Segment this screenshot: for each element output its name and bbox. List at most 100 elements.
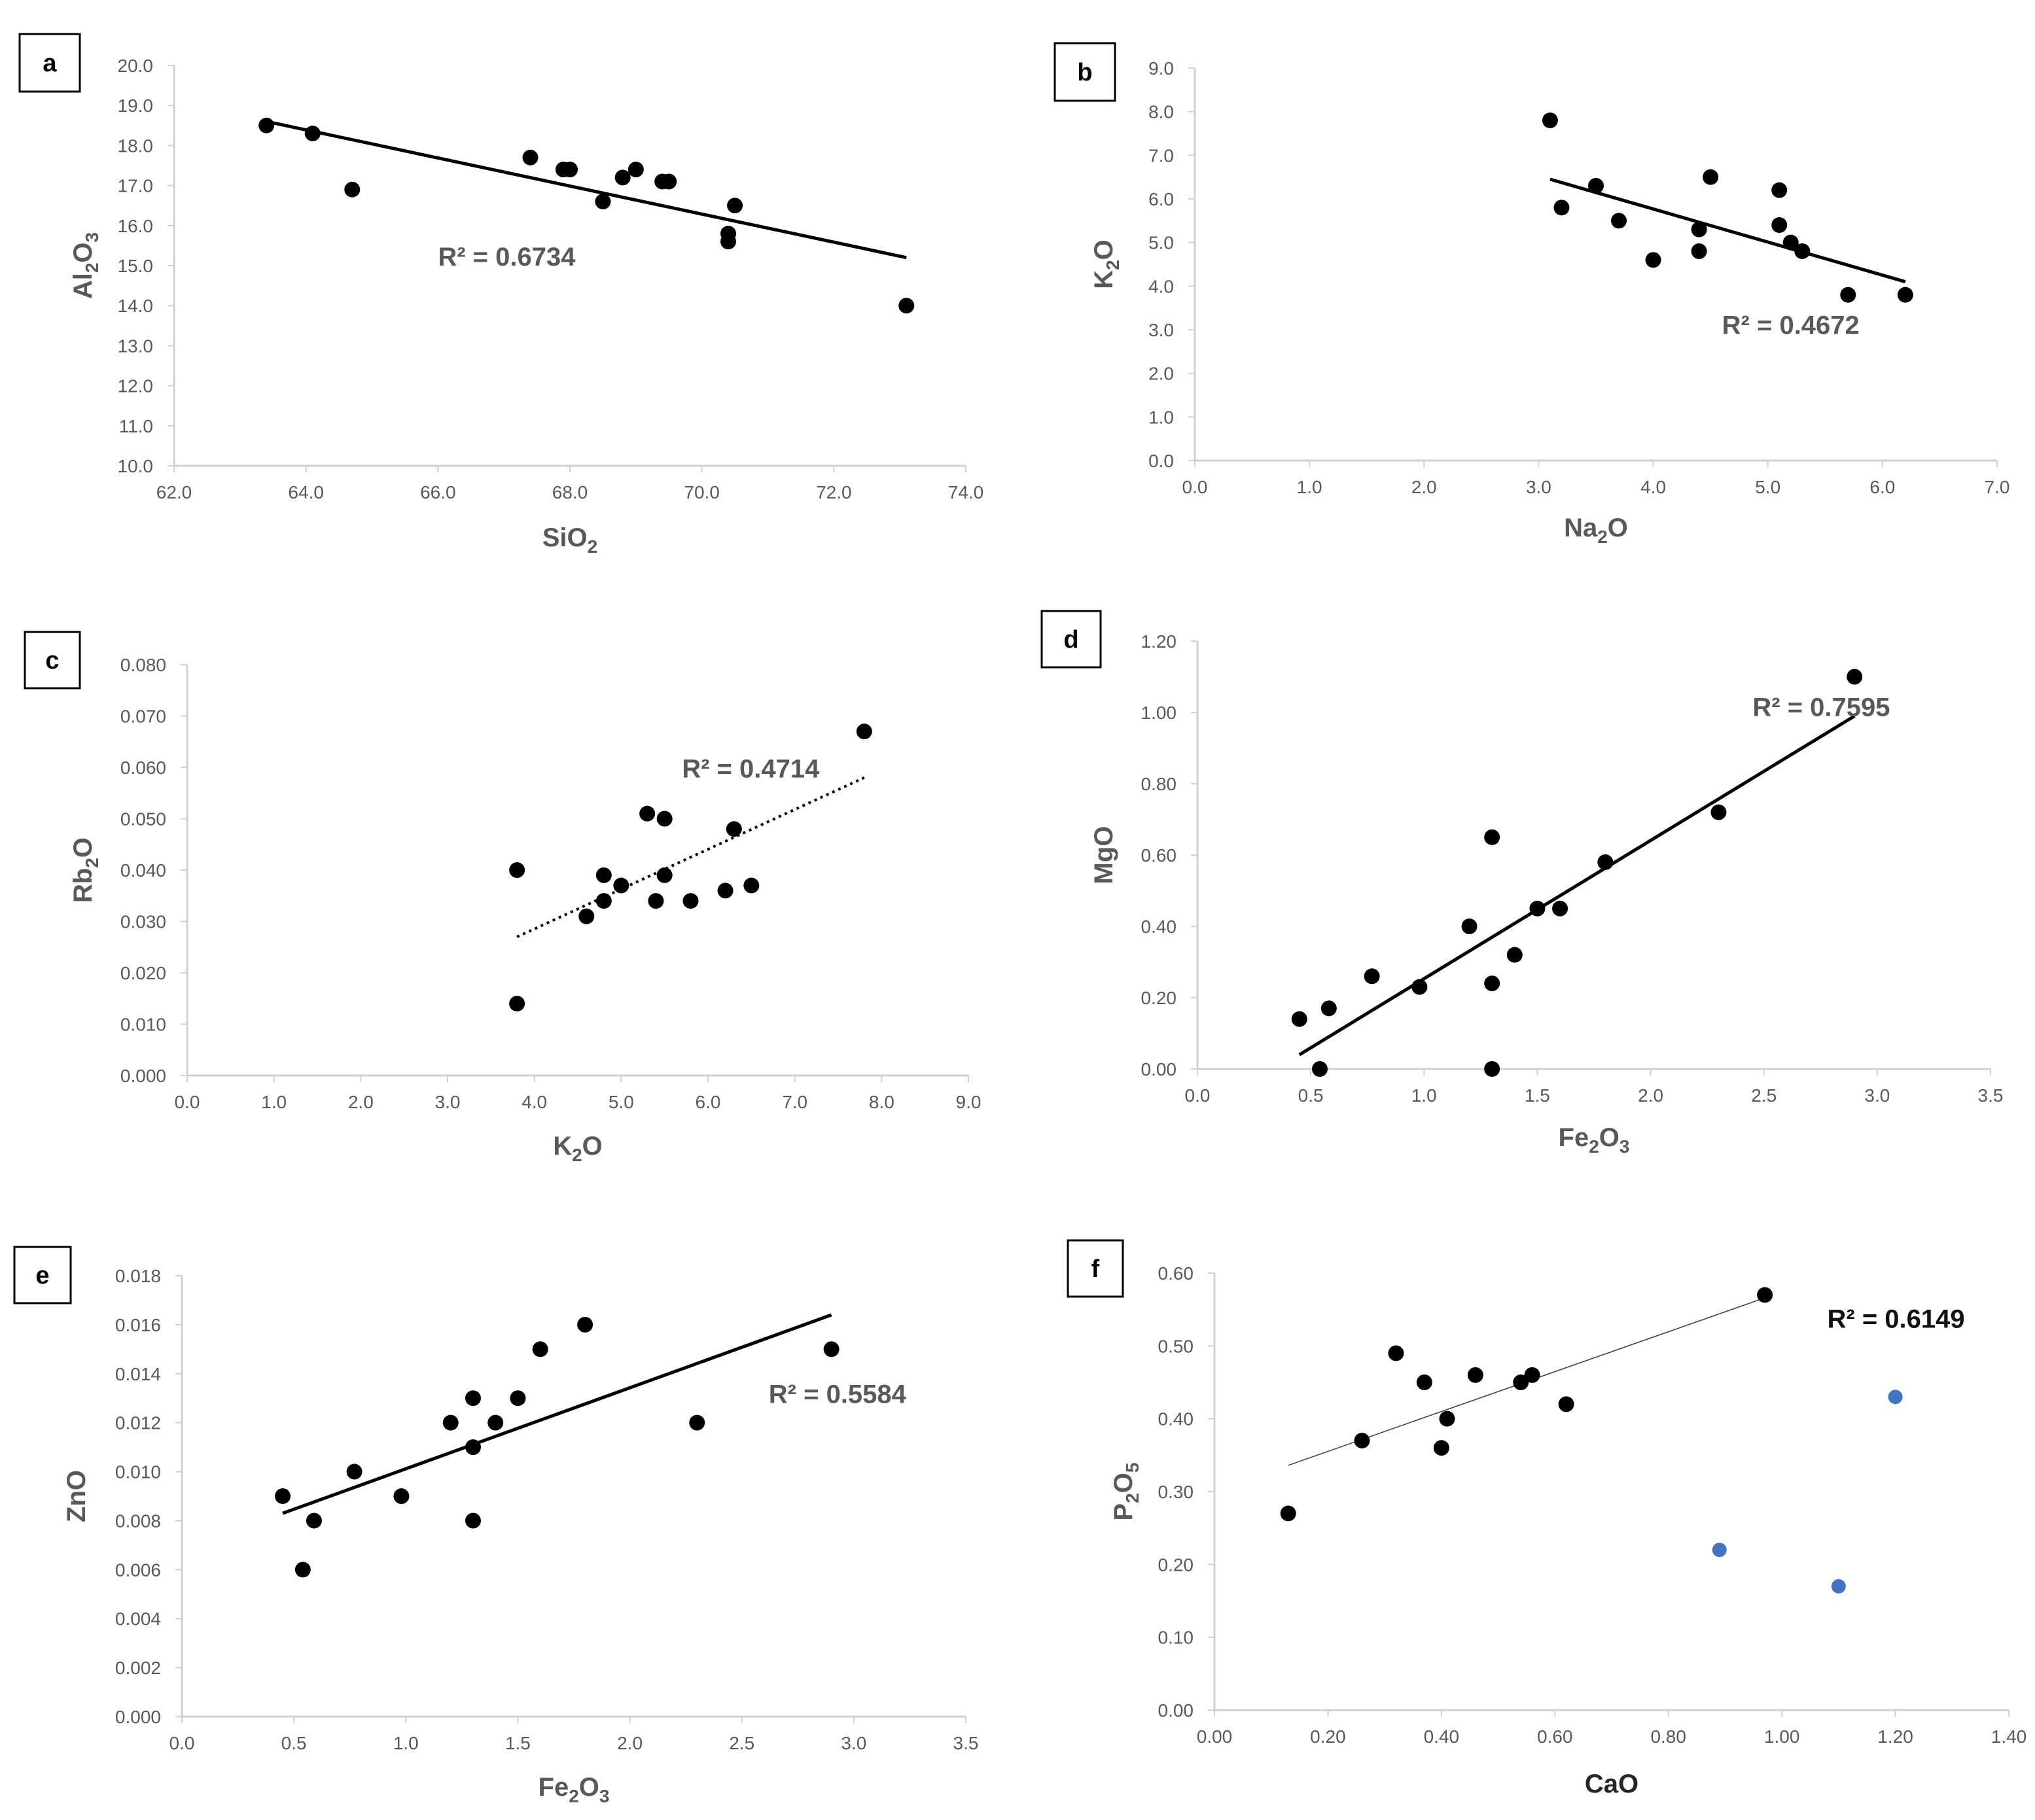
y-tick-label: 13.0	[118, 336, 154, 356]
data-point	[1280, 1505, 1296, 1522]
outlier-point	[1888, 1390, 1903, 1405]
y-tick-label: 0.20	[1141, 988, 1177, 1008]
x-tick-label: 2.0	[617, 1733, 643, 1753]
y-tick-label: 0.070	[120, 707, 166, 727]
data-point	[510, 1390, 526, 1407]
data-point	[1411, 979, 1428, 995]
y-axis-label: P2O5	[1109, 1463, 1142, 1521]
y-tick-label: 0.080	[120, 655, 166, 675]
y-tick-label: 0.050	[120, 809, 166, 830]
data-point	[509, 862, 525, 878]
x-tick-label: 1.0	[393, 1733, 419, 1753]
y-tick-label: 15.0	[118, 256, 154, 276]
x-tick-label: 4.0	[522, 1092, 547, 1112]
y-tick-label: 0.040	[120, 860, 166, 881]
y-tick-label: 0.016	[115, 1315, 161, 1335]
data-point	[1771, 217, 1788, 233]
data-point	[1645, 252, 1661, 268]
y-tick-label: 0.014	[115, 1364, 161, 1384]
y-tick-label: 6.0	[1148, 189, 1174, 209]
data-point	[1588, 178, 1604, 194]
x-tick-label: 3.0	[1864, 1085, 1890, 1106]
chart-panel-e: 0.0 0.5 1.0 1.5 2.0 2.5 3.0 3.5 0.000 0.002 0.004 0…	[13, 1246, 978, 1806]
data-point	[1513, 1374, 1529, 1390]
panel-letter: d	[1063, 626, 1078, 654]
chart-panel-a: 62.0 64.0 66.0 68.0 70.0 72.0 74.0 10.0 11.0 12.0…	[18, 33, 983, 557]
data-point	[577, 1316, 593, 1333]
data-point	[532, 1341, 548, 1357]
panel-letter-box	[1067, 1239, 1124, 1298]
data-point	[465, 1390, 481, 1407]
data-point	[823, 1341, 840, 1357]
y-tick-label: 0.008	[115, 1511, 161, 1531]
x-tick-label: 6.0	[1869, 477, 1895, 497]
y-tick-label: 9.0	[1148, 58, 1174, 79]
data-point	[613, 877, 629, 894]
x-tick-label: 0.60	[1537, 1726, 1573, 1747]
x-tick-label: 70.0	[684, 482, 720, 502]
y-tick-label: 0.60	[1158, 1263, 1194, 1284]
data-point	[639, 805, 656, 822]
data-point	[275, 1488, 291, 1504]
panel-letter: a	[43, 50, 57, 77]
x-tick-label: 0.5	[281, 1733, 307, 1753]
data-point	[294, 1562, 311, 1578]
data-point	[720, 234, 736, 250]
y-tick-label: 12.0	[118, 376, 154, 396]
y-tick-label: 2.0	[1148, 364, 1174, 384]
x-tick-label: 0.0	[175, 1092, 200, 1112]
x-tick-label: 6.0	[696, 1092, 721, 1112]
x-tick-label: 0.0	[1185, 1085, 1211, 1106]
panel-letter-box	[13, 1246, 72, 1304]
data-point	[1506, 947, 1523, 963]
panel-letter-box	[1040, 610, 1102, 669]
x-tick-label: 1.00	[1764, 1726, 1800, 1747]
data-point	[465, 1513, 481, 1529]
x-tick-label: 1.0	[1411, 1085, 1437, 1106]
x-axis-label: SiO2	[542, 523, 597, 557]
data-point	[743, 877, 760, 894]
y-axis-label: Al2O3	[69, 232, 102, 299]
y-tick-label: 7.0	[1148, 145, 1174, 166]
x-tick-label: 2.0	[348, 1092, 374, 1112]
y-axis-label: Rb2O	[69, 837, 102, 903]
x-tick-label: 64.0	[288, 482, 324, 502]
data-point	[393, 1488, 410, 1504]
y-tick-label: 0.010	[115, 1462, 161, 1482]
data-point	[661, 173, 677, 190]
y-tick-label: 4.0	[1148, 276, 1174, 296]
x-tick-label: 3.5	[1978, 1085, 2004, 1106]
y-tick-label: 0.60	[1141, 845, 1177, 866]
data-point	[726, 821, 742, 837]
y-tick-label: 0.10	[1158, 1628, 1194, 1648]
x-tick-label: 66.0	[420, 482, 456, 502]
y-tick-label: 0.00	[1141, 1059, 1177, 1079]
chart-panel-c: 0.0 1.0 2.0 3.0 4.0 5.0 6.0 7.0 8.0 9.0 0.000 0.010…	[24, 631, 981, 1165]
y-tick-label: 1.00	[1141, 703, 1177, 723]
data-point	[656, 811, 673, 827]
data-point	[648, 893, 664, 909]
data-point	[1897, 287, 1913, 303]
y-tick-label: 0.0	[1148, 451, 1174, 471]
data-point	[1467, 1367, 1483, 1383]
data-point	[1710, 804, 1727, 820]
y-tick-label: 0.20	[1158, 1554, 1194, 1575]
data-point	[578, 908, 595, 924]
chart-panel-d: 0.0 0.5 1.0 1.5 2.0 2.5 3.0 3.5 0.00 0.20 0.40 0.60…	[1040, 610, 2004, 1157]
y-tick-label: 0.30	[1158, 1482, 1194, 1502]
data-point	[898, 298, 915, 314]
y-tick-label: 0.030	[120, 912, 166, 932]
x-tick-label: 7.0	[782, 1092, 807, 1112]
data-point	[1703, 169, 1719, 185]
data-point	[465, 1439, 481, 1456]
x-tick-label: 2.0	[1638, 1085, 1663, 1106]
y-tick-label: 0.000	[120, 1066, 166, 1086]
y-tick-label: 1.20	[1141, 631, 1177, 652]
x-axis-label: Fe2O3	[539, 1773, 610, 1806]
data-point	[1558, 1396, 1574, 1412]
data-point	[304, 126, 321, 142]
x-tick-label: 5.0	[609, 1092, 634, 1112]
panel-letter: e	[35, 1262, 49, 1289]
x-tick-label: 4.0	[1640, 477, 1666, 497]
